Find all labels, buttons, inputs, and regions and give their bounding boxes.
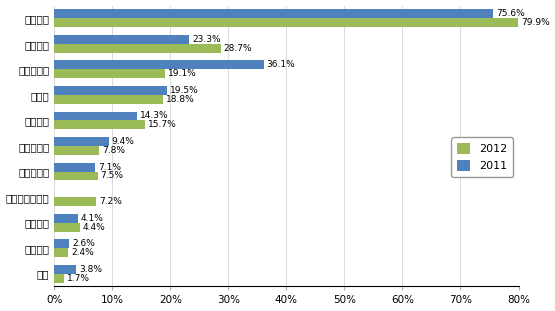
Bar	[54, 248, 68, 257]
Bar	[54, 120, 145, 129]
Bar	[54, 44, 221, 53]
Text: 15.7%: 15.7%	[148, 120, 177, 129]
Bar	[54, 172, 98, 180]
Bar	[54, 86, 168, 95]
Bar	[54, 112, 137, 120]
Bar	[54, 265, 76, 274]
Bar	[54, 146, 99, 155]
Text: 19.1%: 19.1%	[168, 69, 196, 78]
Bar	[54, 9, 493, 18]
Text: 18.8%: 18.8%	[166, 95, 195, 104]
Bar	[54, 214, 78, 223]
Bar	[54, 18, 518, 27]
Bar	[54, 197, 96, 206]
Text: 7.1%: 7.1%	[98, 163, 122, 172]
Legend: 2012, 2011: 2012, 2011	[451, 137, 513, 177]
Bar	[54, 223, 80, 231]
Text: 75.6%: 75.6%	[496, 9, 524, 18]
Text: 79.9%: 79.9%	[521, 18, 549, 27]
Text: 2.6%: 2.6%	[72, 239, 95, 248]
Text: 4.4%: 4.4%	[83, 223, 105, 232]
Bar	[54, 274, 64, 283]
Bar	[54, 35, 189, 44]
Bar	[54, 239, 69, 248]
Text: 2.4%: 2.4%	[71, 248, 94, 257]
Text: 1.7%: 1.7%	[67, 274, 90, 283]
Text: 9.4%: 9.4%	[112, 137, 134, 146]
Text: 4.1%: 4.1%	[81, 214, 104, 223]
Bar	[54, 95, 163, 104]
Text: 14.3%: 14.3%	[140, 111, 169, 120]
Bar	[54, 60, 264, 69]
Text: 7.8%: 7.8%	[102, 146, 125, 155]
Text: 7.5%: 7.5%	[100, 171, 124, 180]
Text: 36.1%: 36.1%	[266, 60, 295, 69]
Bar	[54, 69, 165, 78]
Bar	[54, 163, 95, 172]
Text: 23.3%: 23.3%	[193, 35, 221, 44]
Text: 3.8%: 3.8%	[79, 265, 102, 274]
Text: 7.2%: 7.2%	[99, 197, 122, 206]
Text: 19.5%: 19.5%	[170, 86, 199, 95]
Text: 28.7%: 28.7%	[224, 44, 253, 53]
Bar	[54, 137, 109, 146]
